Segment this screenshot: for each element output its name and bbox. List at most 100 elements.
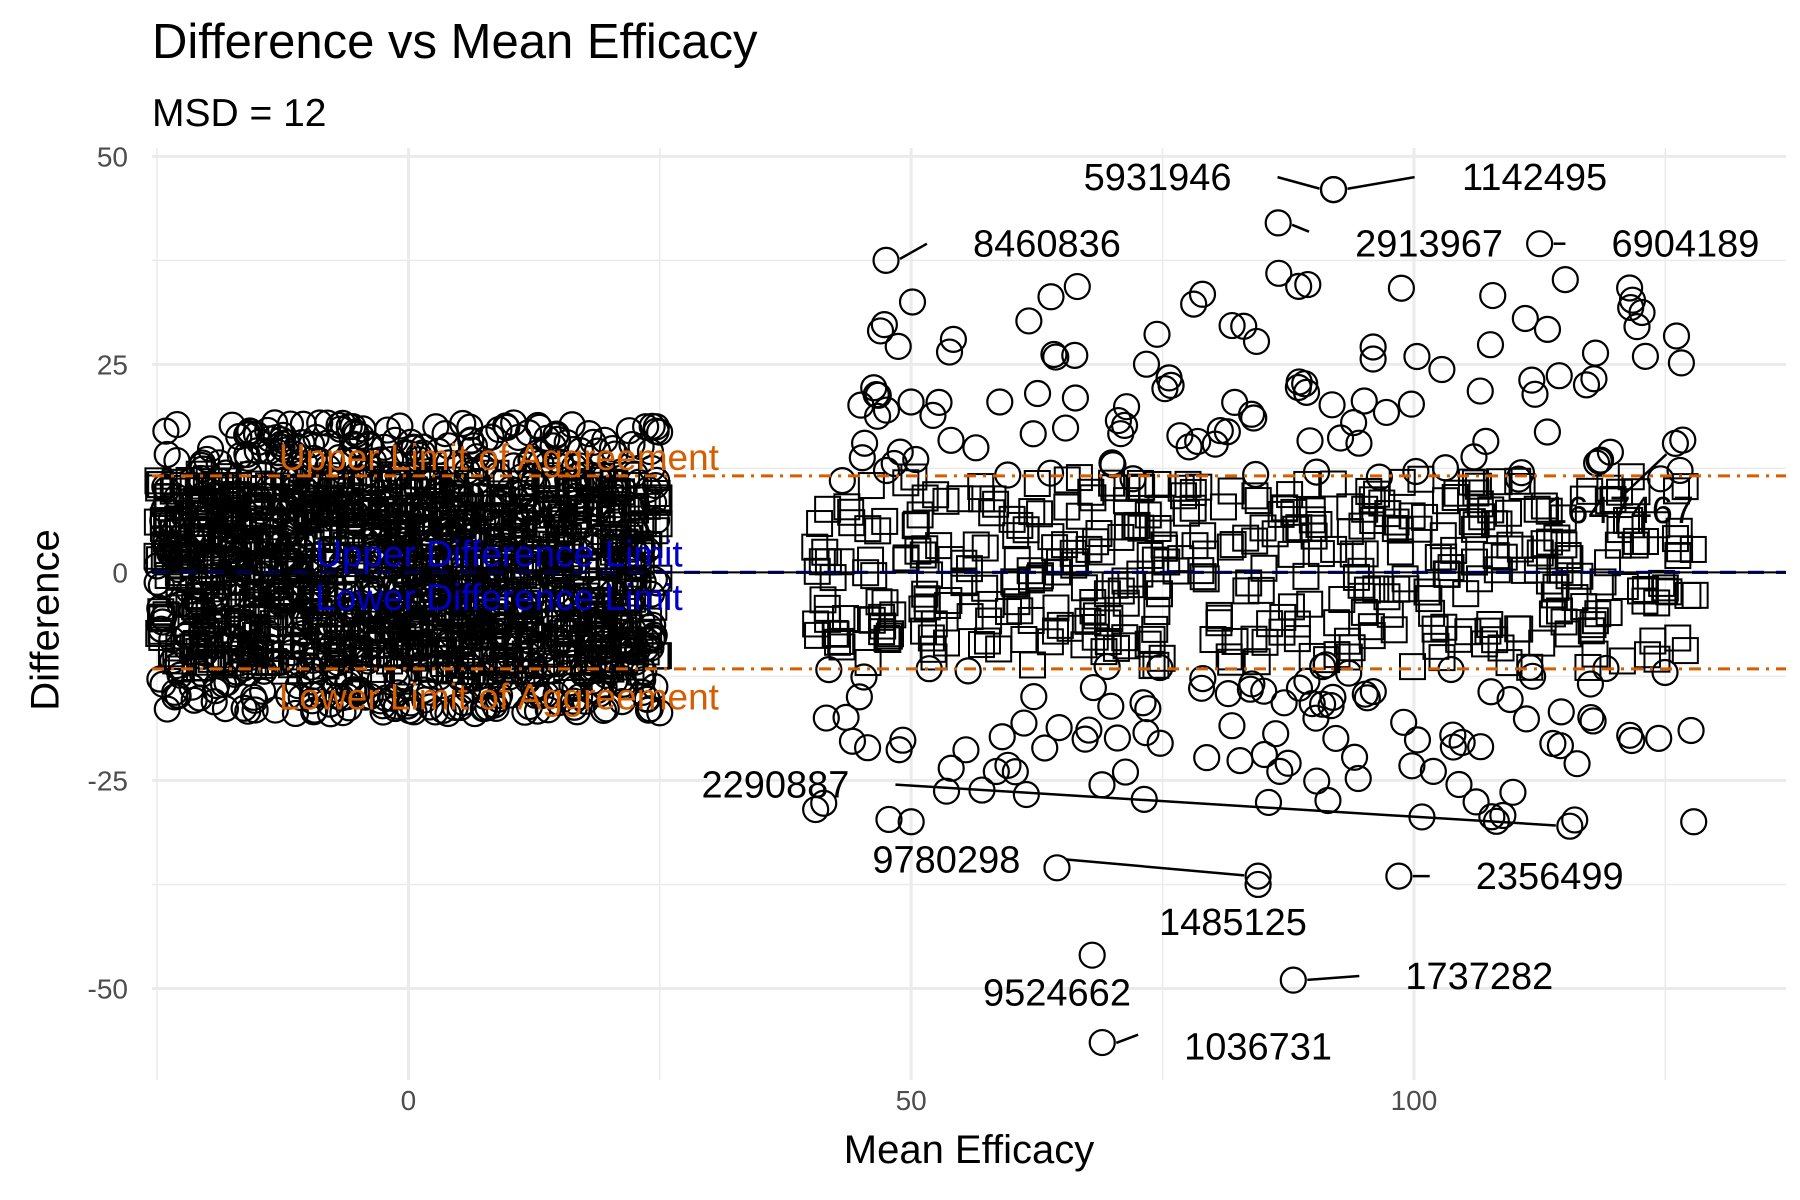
data-point-circle — [1359, 678, 1387, 706]
data-point-circle — [1266, 757, 1294, 785]
data-point-square — [166, 563, 194, 591]
data-point-circle — [1677, 716, 1705, 745]
data-point-circle — [1661, 429, 1689, 458]
data-point-square — [1566, 562, 1594, 590]
data-point-circle — [988, 723, 1016, 751]
data-point-square — [1380, 616, 1408, 644]
data-point-square — [1535, 497, 1563, 525]
data-point-circle — [937, 426, 965, 454]
data-point-square — [486, 603, 514, 631]
data-point-square — [1362, 575, 1390, 603]
data-point-circle — [1129, 689, 1157, 717]
data-point-square — [1136, 541, 1164, 569]
data-point-circle — [1097, 692, 1125, 720]
data-point-square — [1549, 504, 1577, 532]
data-point-square — [1111, 567, 1139, 595]
data-point-square — [1432, 487, 1460, 515]
data-point-circle — [1526, 230, 1554, 258]
data-point-square — [545, 579, 573, 607]
data-point-square — [892, 469, 920, 497]
data-point-circle — [1298, 690, 1326, 718]
data-point-circle — [935, 338, 964, 366]
data-point-circle — [1402, 457, 1430, 486]
data-point-square — [1051, 531, 1079, 559]
data-point-square — [901, 512, 929, 540]
data-point-square — [1374, 500, 1402, 528]
data-point-circle — [1511, 304, 1539, 333]
data-point-circle — [1015, 307, 1043, 335]
data-point-circle — [1439, 733, 1467, 761]
data-point-circle — [1472, 427, 1500, 456]
data-point-square — [225, 471, 253, 499]
data-point-square — [587, 621, 615, 649]
point-label: 6904189 — [1611, 224, 1759, 266]
data-point-square — [283, 475, 311, 503]
data-point-circle — [1359, 345, 1387, 373]
data-point-square — [622, 589, 650, 617]
data-point-circle — [872, 456, 901, 485]
data-point-circle — [316, 690, 344, 718]
data-point-square — [367, 501, 395, 529]
data-point-square — [1280, 498, 1308, 526]
data-point-circle — [230, 694, 258, 722]
data-point-square — [1347, 557, 1375, 585]
data-point-square — [451, 574, 479, 602]
data-point-square — [562, 510, 590, 538]
data-point-square — [1085, 520, 1113, 548]
data-point-square — [1241, 482, 1269, 510]
data-point-square — [906, 501, 934, 529]
data-point-square — [185, 638, 213, 666]
data-point-square — [220, 524, 248, 552]
data-point-square — [1359, 507, 1387, 535]
data-point-square — [477, 657, 505, 685]
data-point-square — [545, 516, 573, 544]
data-point-square — [978, 499, 1006, 527]
data-point-circle — [461, 699, 489, 728]
reference-lines: Upper Limit of Aggreement Lower Limit of … — [152, 437, 1786, 718]
data-point-square — [449, 614, 477, 642]
data-point-circle — [838, 727, 867, 755]
data-point-square — [837, 498, 865, 526]
data-point-square — [556, 624, 584, 652]
data-point-square — [219, 515, 247, 543]
data-point-square — [1144, 470, 1172, 498]
data-point-square — [625, 533, 653, 561]
data-point-square — [911, 535, 939, 563]
data-point-circle — [1043, 854, 1071, 882]
data-point-square — [165, 517, 193, 545]
data-point-circle — [1551, 266, 1579, 294]
data-point-square — [1079, 484, 1107, 512]
data-point-square — [1495, 499, 1523, 527]
data-point-circle — [932, 777, 961, 805]
data-point-square — [615, 548, 643, 576]
data-point-square — [644, 488, 672, 516]
data-point-square — [1407, 465, 1435, 493]
data-point-circle — [1218, 311, 1246, 340]
data-point-square — [1415, 585, 1443, 613]
data-point-circle — [1398, 752, 1426, 780]
data-point-circle — [1539, 729, 1567, 758]
data-point-square — [1217, 477, 1245, 505]
data-point-circle — [1187, 674, 1216, 702]
data-point-square — [590, 652, 618, 680]
data-point-circle — [1390, 708, 1418, 736]
data-point-square — [911, 484, 939, 512]
data-point-square — [1126, 469, 1154, 497]
data-point-circle — [1353, 684, 1381, 712]
data-point-square — [627, 658, 655, 686]
data-point-square — [195, 468, 223, 496]
data-point-circle — [632, 413, 660, 441]
data-point-square — [1215, 643, 1243, 671]
data-point-square — [1018, 498, 1046, 526]
data-point-square — [1339, 540, 1367, 568]
data-point-square — [1655, 578, 1683, 606]
data-point-square — [537, 650, 565, 678]
data-point-circle — [1071, 725, 1099, 753]
data-point-circle — [1093, 652, 1121, 681]
data-point-square — [1452, 580, 1480, 608]
data-point-circle — [1618, 726, 1646, 755]
data-point-circle — [1104, 406, 1133, 435]
data-point-square — [622, 496, 650, 524]
data-point-square — [645, 564, 673, 592]
data-point-square — [1631, 575, 1659, 603]
